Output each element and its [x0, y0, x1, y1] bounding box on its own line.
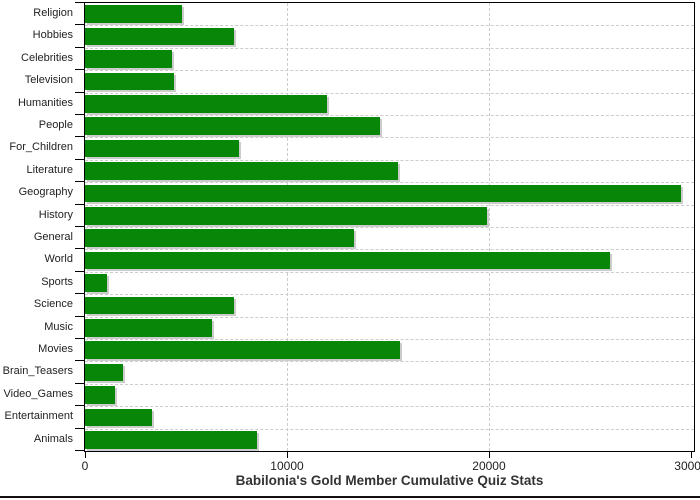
- bar-sports: [85, 274, 108, 292]
- y-axis-tick: [75, 248, 84, 250]
- horizontal-gridline: [85, 361, 694, 363]
- horizontal-gridline: [85, 316, 694, 318]
- y-axis-tick: [75, 270, 84, 272]
- category-label-geography: Geography: [18, 186, 73, 199]
- bar-hobbies: [85, 27, 235, 46]
- category-label-music: Music: [44, 320, 73, 333]
- bar-movies: [85, 341, 401, 359]
- bar-general: [85, 229, 354, 247]
- bar-video_games: [85, 386, 116, 404]
- x-axis-tick: [85, 452, 86, 458]
- y-axis-tick: [75, 382, 84, 384]
- horizontal-gridline: [85, 92, 694, 94]
- category-label-people: People: [38, 119, 73, 131]
- bar-entertainment: [85, 408, 152, 427]
- y-axis-tick: [75, 2, 84, 3]
- vertical-gridline: [488, 3, 490, 451]
- horizontal-gridline: [85, 406, 694, 408]
- y-axis-tick: [75, 405, 84, 407]
- category-label-entertainment: Entertainment: [4, 410, 73, 423]
- y-axis-tick: [75, 24, 84, 26]
- y-axis-tick: [75, 338, 84, 339]
- y-axis-tick: [75, 226, 84, 227]
- y-axis-tick: [75, 450, 84, 451]
- category-label-for_children: For_Children: [9, 141, 73, 154]
- horizontal-gridline: [85, 249, 694, 251]
- category-label-television: Television: [24, 74, 73, 87]
- bottom-border-line: [0, 496, 700, 498]
- horizontal-gridline: [85, 383, 694, 385]
- category-label-sports: Sports: [41, 275, 73, 288]
- horizontal-gridline: [85, 294, 694, 296]
- horizontal-gridline: [85, 271, 694, 273]
- y-axis-tick: [75, 91, 84, 93]
- horizontal-gridline: [85, 115, 694, 116]
- horizontal-gridline: [85, 227, 694, 228]
- category-label-science: Science: [33, 298, 73, 311]
- horizontal-gridline: [85, 137, 694, 139]
- category-label-world: World: [44, 253, 73, 266]
- y-axis-tick: [75, 360, 84, 362]
- category-label-humanities: Humanities: [17, 96, 73, 109]
- bar-world: [85, 251, 611, 270]
- x-axis-tick-label: 0: [81, 459, 89, 473]
- category-label-celebrities: Celebrities: [21, 51, 73, 64]
- category-label-history: History: [38, 208, 73, 221]
- horizontal-gridline: [85, 70, 694, 72]
- bar-geography: [85, 184, 681, 203]
- bar-history: [85, 207, 487, 225]
- horizontal-gridline: [85, 428, 694, 430]
- category-label-movies: Movies: [38, 343, 73, 355]
- bar-people: [85, 117, 380, 135]
- horizontal-gridline: [85, 204, 694, 206]
- y-axis-tick: [75, 158, 84, 160]
- x-axis-tick: [690, 452, 692, 458]
- bar-literature: [85, 162, 399, 180]
- y-axis-tick: [75, 114, 84, 115]
- y-axis-tick: [75, 46, 84, 48]
- plot-area: [84, 2, 695, 452]
- y-axis-tick: [75, 69, 84, 71]
- y-axis-tick: [75, 203, 84, 205]
- horizontal-gridline: [85, 339, 694, 340]
- category-label-literature: Literature: [26, 163, 73, 176]
- x-axis-tick: [286, 452, 288, 458]
- horizontal-gridline: [85, 25, 694, 27]
- x-axis-tick-label: 30000: [674, 459, 700, 473]
- bar-brain_teasers: [85, 363, 124, 382]
- category-label-general: General: [33, 231, 73, 243]
- category-label-hobbies: Hobbies: [32, 29, 73, 42]
- bar-religion: [85, 5, 182, 23]
- bar-television: [85, 72, 174, 91]
- vertical-gridline: [286, 3, 288, 451]
- x-axis-tick-label: 20000: [472, 459, 506, 473]
- category-label-animals: Animals: [33, 432, 73, 445]
- bar-science: [85, 296, 235, 315]
- horizontal-gridline: [85, 182, 694, 184]
- category-label-video_games: Video_Games: [3, 387, 73, 400]
- y-axis-tick: [75, 315, 84, 317]
- bar-animals: [85, 431, 257, 449]
- horizontal-gridline: [85, 159, 694, 161]
- y-axis-tick: [75, 136, 84, 138]
- bar-humanities: [85, 95, 328, 113]
- bar-for_children: [85, 139, 239, 158]
- x-axis-tick-label: 10000: [270, 459, 304, 473]
- category-label-brain_teasers: Brain_Teasers: [2, 365, 73, 378]
- y-axis-tick: [75, 181, 84, 183]
- y-axis-tick: [75, 427, 84, 429]
- y-axis-tick: [75, 293, 84, 295]
- category-label-religion: Religion: [33, 7, 73, 19]
- horizontal-gridline: [85, 47, 694, 49]
- x-axis-tick: [488, 452, 490, 458]
- chart-title: Babilonia's Gold Member Cumulative Quiz …: [235, 473, 544, 488]
- bar-music: [85, 319, 213, 337]
- bar-celebrities: [85, 50, 172, 68]
